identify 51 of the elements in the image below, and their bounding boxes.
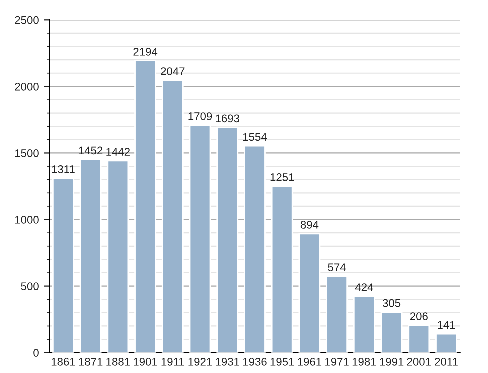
x-tick-label: 1911 <box>162 358 184 366</box>
y-tick-label: 0 <box>34 349 39 357</box>
y-tick-label: 1000 <box>15 216 39 224</box>
x-tick-label: 1981 <box>352 358 376 366</box>
data-label: 1693 <box>216 114 240 123</box>
x-tick-label: 1921 <box>188 358 212 366</box>
x-tick-label: 1871 <box>79 358 103 366</box>
bar <box>107 160 130 353</box>
data-label: 206 <box>410 312 428 320</box>
data-label: 1554 <box>243 133 268 142</box>
data-label: 424 <box>355 284 374 292</box>
bar <box>189 124 212 353</box>
x-tick-label: 2001 <box>407 358 431 366</box>
y-tick-label: 2500 <box>15 16 39 24</box>
y-tick-label: 2000 <box>15 82 39 91</box>
data-label: 1709 <box>188 112 212 120</box>
x-tick-label: 1936 <box>243 358 267 366</box>
x-tick-label: 1901 <box>134 358 158 366</box>
bar <box>436 333 458 353</box>
bar <box>408 324 430 353</box>
bar <box>134 60 156 353</box>
bar <box>298 233 321 353</box>
bar <box>244 145 266 353</box>
data-label: 2194 <box>134 48 158 56</box>
x-tick-label: 1991 <box>380 358 404 366</box>
y-tick-label: 1500 <box>15 149 39 158</box>
x-tick-label: 1971 <box>326 358 349 366</box>
bar <box>216 126 239 353</box>
x-tick-label: 1861 <box>52 358 76 366</box>
data-label: 1311 <box>52 166 75 174</box>
data-label: 305 <box>382 299 401 308</box>
data-label: 894 <box>300 221 319 229</box>
data-label: 1251 <box>270 174 294 182</box>
data-label: 141 <box>438 321 456 330</box>
bar <box>52 178 74 353</box>
data-label: 1452 <box>79 146 103 155</box>
data-label: 2047 <box>161 68 185 76</box>
x-tick-label: 1951 <box>270 358 294 366</box>
x-tick-label: 1881 <box>106 358 130 366</box>
bar <box>353 296 376 353</box>
x-tick-label: 1931 <box>216 358 240 366</box>
data-label: 1442 <box>106 148 130 156</box>
bar <box>80 158 102 353</box>
bar <box>326 276 348 353</box>
data-label: 574 <box>328 264 346 272</box>
x-tick-label: 1961 <box>298 358 322 366</box>
x-tick-label: 2011 <box>435 358 458 366</box>
bar <box>380 312 403 353</box>
bar <box>162 80 184 353</box>
bar <box>271 186 294 353</box>
y-tick-label: 500 <box>21 282 39 290</box>
